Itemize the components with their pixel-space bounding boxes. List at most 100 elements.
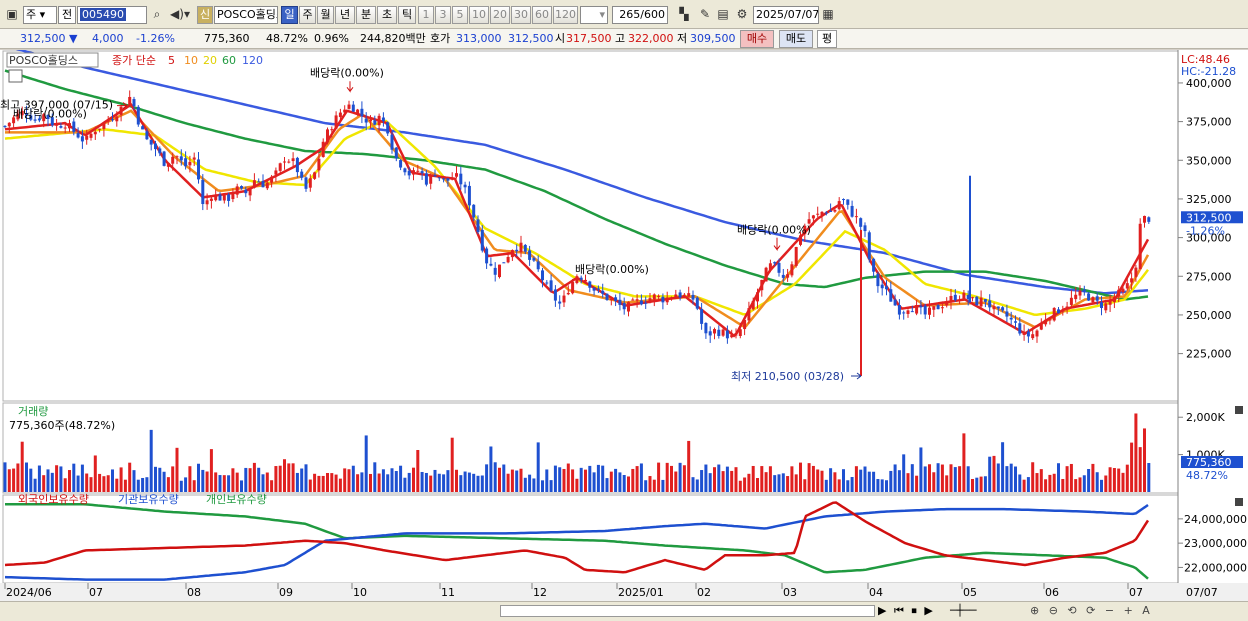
period-second[interactable]: 초 <box>377 6 397 24</box>
volume-bar <box>609 471 613 492</box>
annotation-label: 배당락(0.00%) <box>575 263 649 276</box>
x-tick-label: 04 <box>869 586 883 599</box>
playback-controls[interactable]: ▶ ⏮ ⏹ ▶ <box>878 604 935 617</box>
market-select[interactable]: 주 ▾ <box>23 6 57 24</box>
period-day[interactable]: 일 <box>281 6 298 24</box>
volume-bar <box>145 477 149 492</box>
min-5[interactable]: 5 <box>452 6 468 24</box>
table-icon[interactable] <box>8 69 23 83</box>
min-3[interactable]: 3 <box>435 6 451 24</box>
candle-body <box>1031 334 1035 339</box>
speaker-icon[interactable]: ◀)▾ <box>170 7 190 21</box>
new-listing-button[interactable]: 신 <box>197 6 213 24</box>
candle-type-icon[interactable]: ▚ <box>679 7 689 21</box>
period-year[interactable]: 년 <box>335 6 355 24</box>
candle-body <box>1074 294 1078 300</box>
candle-body <box>317 158 321 171</box>
candle-body <box>209 198 213 201</box>
period-week[interactable]: 주 <box>299 6 316 24</box>
draw-tool-icon[interactable]: ✎ <box>699 7 711 21</box>
period-tick[interactable]: 틱 <box>398 6 416 24</box>
volume-bar <box>665 462 669 492</box>
count-input[interactable]: 265/600 <box>612 6 668 24</box>
min-1[interactable]: 1 <box>418 6 434 24</box>
min-20[interactable]: 20 <box>490 6 510 24</box>
candle-body <box>1052 307 1056 321</box>
calendar-icon[interactable]: ▦ <box>822 7 834 21</box>
zoom-slider[interactable]: ─┼── <box>950 604 977 617</box>
volume-bar <box>971 478 974 492</box>
volume-bar <box>154 466 157 492</box>
candle-body <box>1001 307 1005 311</box>
candle-body <box>510 250 514 258</box>
min-60[interactable]: 60 <box>532 6 552 24</box>
min-120[interactable]: 120 <box>553 6 578 24</box>
candle-body <box>373 120 377 125</box>
volume-bar <box>424 472 428 492</box>
candle-body <box>356 109 360 114</box>
period-month[interactable]: 월 <box>317 6 334 24</box>
save-icon[interactable]: ▤ <box>717 7 729 21</box>
candle-body <box>588 281 592 288</box>
annotation-arrow <box>346 81 354 93</box>
code-input[interactable]: 005490 ▾ <box>77 6 147 24</box>
volume-bar <box>889 470 893 492</box>
volume-bar <box>734 467 738 492</box>
candle-body <box>893 299 897 306</box>
volume-bar <box>7 469 11 492</box>
search-icon[interactable]: ⌕ <box>153 7 161 21</box>
volume-bar <box>1057 463 1060 492</box>
stock-name: POSCO홀딩스 <box>214 6 278 24</box>
candle-body <box>1147 217 1151 222</box>
low-label: 저 <box>677 32 688 45</box>
candle-body <box>717 329 721 336</box>
zoom-controls[interactable]: ⊕ ⊖ ⟲ ⟳ − + A <box>1030 604 1153 617</box>
interval-select[interactable]: ▾ <box>580 6 608 24</box>
candle-body <box>670 297 673 300</box>
volume-bar <box>98 473 102 492</box>
x-tick-label: 03 <box>783 586 797 599</box>
candle-body <box>347 104 351 109</box>
volume-bar <box>480 475 484 492</box>
candle-body <box>235 186 239 195</box>
volume-bar <box>455 469 458 492</box>
min-30[interactable]: 30 <box>511 6 531 24</box>
candle-body <box>657 295 661 297</box>
buy-button[interactable]: 매수 <box>740 30 774 48</box>
chart-menu-icon[interactable]: ▣ <box>6 7 18 21</box>
scrollbar-track[interactable] <box>500 605 875 617</box>
candle-body <box>106 120 110 122</box>
avg-button[interactable]: 평 <box>817 30 837 48</box>
candle-body <box>575 276 579 283</box>
gear-icon[interactable]: ⚙ <box>736 7 748 21</box>
volume-bar <box>936 463 940 492</box>
volume-close-icon[interactable] <box>1235 406 1243 414</box>
volume-bar <box>93 455 97 492</box>
candle-body <box>915 305 919 314</box>
volume-bar <box>16 463 20 492</box>
holdings-tick-label: 24,000,000 <box>1184 513 1247 526</box>
volume-bar <box>790 466 794 492</box>
candle-body <box>910 311 914 313</box>
volume-bar <box>295 472 299 492</box>
volume-bar <box>687 440 691 492</box>
volume-bar <box>1143 428 1146 492</box>
min-10[interactable]: 10 <box>469 6 489 24</box>
candle-body <box>154 143 157 150</box>
volume-bar <box>846 480 850 492</box>
volume-bar <box>171 466 175 492</box>
date-input[interactable]: 2025/07/07 <box>753 6 819 24</box>
candle-body <box>1104 303 1108 311</box>
prev-button[interactable]: 전 <box>58 6 76 24</box>
candle-body <box>295 157 299 173</box>
candle-body <box>846 199 850 205</box>
sell-button[interactable]: 매도 <box>779 30 813 48</box>
candle-body <box>326 129 329 143</box>
volume-bar <box>55 465 59 492</box>
volume-bar <box>68 470 71 492</box>
period-minute[interactable]: 분 <box>356 6 376 24</box>
annotation-arrow <box>851 372 862 380</box>
candle-body <box>283 161 286 163</box>
volume-bar <box>674 471 678 492</box>
holdings-close-icon[interactable] <box>1235 498 1243 506</box>
